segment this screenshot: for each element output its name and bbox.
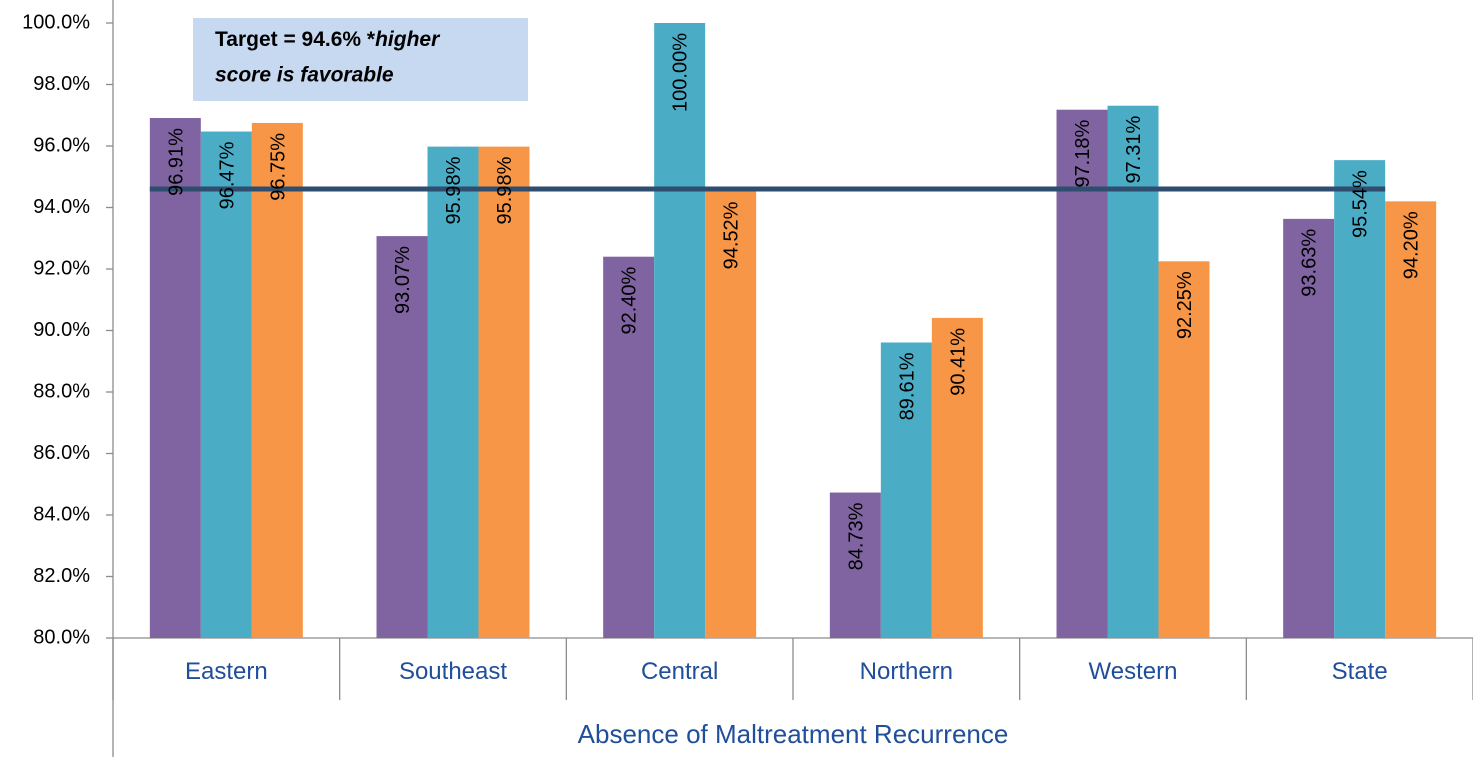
y-tick-label: 80.0% (33, 626, 90, 648)
bar (1158, 261, 1210, 638)
bar (603, 256, 655, 638)
data-labels: 96.91% 96.47% 96.75% 93.07% 95.98% 95.98% 92.4… (165, 33, 1422, 571)
x-category-label: Western (1089, 658, 1178, 685)
bar (880, 342, 932, 638)
bar (1334, 160, 1386, 638)
svg-text:Target = 94.6% *higher: Target = 94.6% *higher (215, 28, 441, 51)
bar (931, 317, 983, 638)
y-tick-label: 88.0% (33, 380, 90, 402)
y-tick-label: 82.0% (33, 565, 90, 587)
y-axis: 80.0% 82.0% 84.0% 86.0% 88.0% 90.0% 92.0% 94.0%… (22, 11, 113, 648)
data-label: 93.07% (392, 246, 414, 314)
x-category-label: Southeast (399, 658, 507, 685)
y-tick-label: 98.0% (33, 73, 90, 95)
y-tick-label: 94.0% (33, 196, 90, 218)
bar (1283, 218, 1335, 638)
bar (705, 191, 757, 638)
y-tick-label: 96.0% (33, 134, 90, 156)
x-axis: Eastern Southeast Central Northern Western St… (112, 638, 1473, 749)
y-tick-label: 100.0% (22, 11, 90, 33)
bar (1385, 201, 1437, 638)
bar (1107, 105, 1159, 638)
data-label: 93.63% (1299, 229, 1321, 297)
annotation-line2: score is favorable (215, 64, 394, 87)
y-tick-label: 90.0% (33, 319, 90, 341)
annotation-line1-italic: higher (375, 28, 441, 51)
x-category-label: State (1332, 658, 1388, 685)
x-category-label: Central (641, 658, 718, 685)
bars (149, 23, 1437, 639)
data-label: 90.41% (947, 328, 969, 396)
annotation-box (193, 18, 528, 101)
y-tick-label: 92.0% (33, 257, 90, 279)
data-label: 100.00% (670, 33, 692, 112)
bar (1056, 109, 1108, 639)
data-label: 97.18% (1072, 120, 1094, 188)
data-label: 92.25% (1174, 271, 1196, 339)
bar (376, 236, 428, 638)
bar (654, 23, 706, 638)
data-label: 84.73% (845, 502, 867, 570)
bar (149, 118, 201, 638)
data-label: 96.75% (267, 133, 289, 201)
data-label: 95.98% (494, 156, 516, 224)
data-label: 94.52% (721, 201, 743, 269)
annotation-line1-bold: Target = 94.6% * (215, 28, 376, 51)
x-category-label: Northern (860, 658, 953, 685)
bar (478, 146, 530, 639)
data-label: 95.54% (1350, 170, 1372, 238)
data-label: 92.40% (619, 266, 641, 334)
bar (427, 146, 479, 639)
data-label: 96.47% (216, 141, 238, 209)
data-label: 96.91% (165, 128, 187, 196)
bar (829, 492, 881, 638)
bar (200, 131, 252, 639)
bar (251, 122, 303, 638)
data-label: 95.98% (443, 156, 465, 224)
y-tick-label: 86.0% (33, 442, 90, 464)
y-tick-label: 84.0% (33, 503, 90, 525)
data-label: 89.61% (896, 352, 918, 420)
x-category-label: Eastern (185, 658, 268, 685)
target-annotation: Target = 94.6% *higher score is favorabl… (193, 18, 528, 101)
x-axis-title: Absence of Maltreatment Recurrence (578, 719, 1009, 749)
data-label: 97.31% (1123, 116, 1145, 184)
data-label: 94.20% (1401, 211, 1423, 279)
